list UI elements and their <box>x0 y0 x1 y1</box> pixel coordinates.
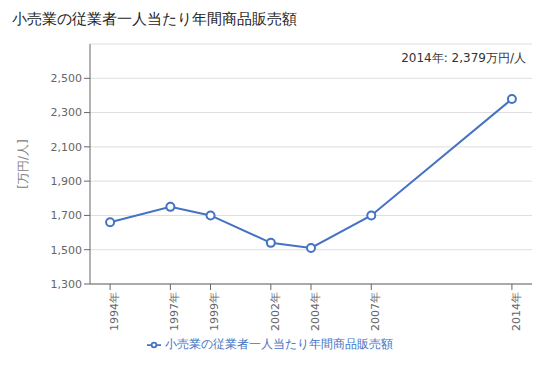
svg-text:1994年: 1994年 <box>108 292 121 331</box>
svg-text:[万円/人]: [万円/人] <box>16 139 30 188</box>
svg-text:2,300: 2,300 <box>51 106 83 119</box>
html-text:小売業の従業者一人当たり年間商品販売額: 小売業の従業者一人当たり年間商品販売額 <box>12 10 297 28</box>
svg-text:2014年: 2014年 <box>510 292 523 331</box>
svg-text:2007年: 2007年 <box>369 292 382 331</box>
html-text:小売業の従業者一人当たり年間商品販売額: 小売業の従業者一人当たり年間商品販売額 <box>165 337 393 351</box>
svg-text:2004年: 2004年 <box>309 292 322 331</box>
svg-text:2,500: 2,500 <box>51 72 83 85</box>
svg-text:2002年: 2002年 <box>269 292 282 331</box>
svg-text:1997年: 1997年 <box>168 292 181 331</box>
svg-text:1,500: 1,500 <box>51 244 83 257</box>
svg-text:1,300: 1,300 <box>51 278 83 291</box>
svg-text:2,100: 2,100 <box>51 141 83 154</box>
svg-text:1999年: 1999年 <box>208 292 221 331</box>
html-text:2014年: 2,379万円/人: 2014年: 2,379万円/人 <box>401 51 526 65</box>
svg-text:1,700: 1,700 <box>51 209 83 222</box>
svg-text:1,900: 1,900 <box>51 175 83 188</box>
